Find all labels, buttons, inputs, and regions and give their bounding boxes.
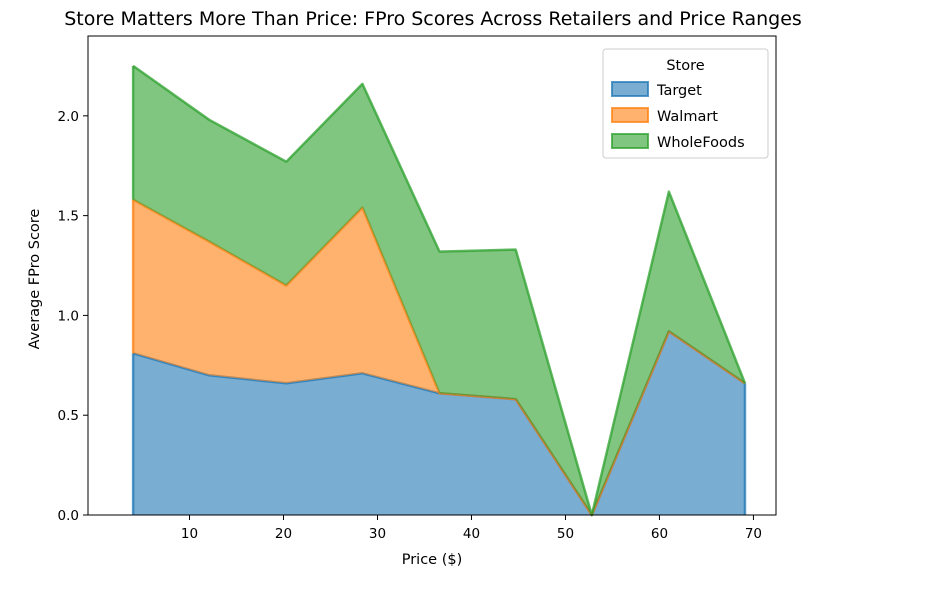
legend-title: Store: [666, 58, 704, 74]
x-axis: 10 20 30 40 50 60 70: [181, 515, 762, 542]
plot-frame: [87, 35, 777, 516]
y-axis: 0.0 0.5 1.0 1.5 2.0: [58, 109, 88, 524]
x-tick-label: 40: [463, 526, 480, 542]
y-tick-label: 1.0: [58, 308, 79, 324]
y-tick-label: 0.5: [58, 408, 79, 424]
x-tick-label: 60: [651, 526, 668, 542]
x-axis-label: Price ($): [402, 552, 463, 568]
area-wholefoods: [133, 65, 746, 516]
area-walmart: [133, 199, 746, 515]
x-tick-label: 30: [369, 526, 386, 542]
plot-areas: [131, 64, 747, 517]
area-target: [133, 331, 746, 515]
legend-label-walmart: Walmart: [657, 109, 718, 125]
line-wholefoods: [132, 64, 747, 517]
legend-label-target: Target: [656, 83, 702, 99]
y-tick-label: 2.0: [58, 109, 79, 125]
y-axis-label: Average FPro Score: [27, 209, 43, 350]
x-tick-label: 50: [557, 526, 574, 542]
x-tick-label: 20: [275, 526, 292, 542]
legend-swatch-walmart: [611, 107, 649, 123]
y-tick-label: 1.5: [58, 209, 79, 225]
legend-label-wholefoods: WholeFoods: [657, 135, 745, 151]
chart-title: Store Matters More Than Price: FPro Scor…: [64, 8, 802, 30]
legend: Store Target Walmart WholeFoods: [602, 48, 769, 159]
legend-swatch-target: [611, 81, 649, 97]
legend-swatch-wholefoods: [611, 133, 649, 149]
x-tick-label: 10: [181, 526, 198, 542]
x-tick-label: 70: [745, 526, 762, 542]
y-tick-label: 0.0: [58, 508, 79, 524]
legend-box: [602, 48, 769, 159]
